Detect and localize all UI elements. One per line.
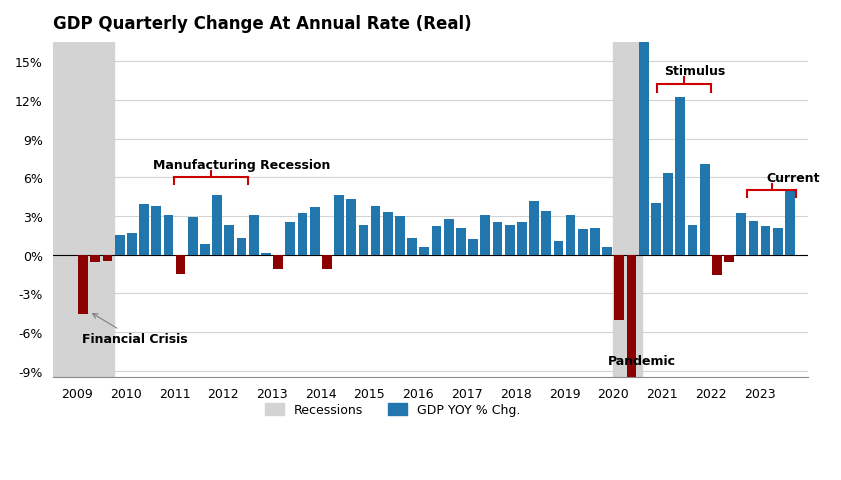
Bar: [309, 207, 320, 255]
Bar: [785, 192, 795, 255]
Bar: [664, 174, 673, 255]
Bar: [358, 226, 368, 255]
Bar: [602, 247, 612, 255]
Bar: [529, 201, 539, 255]
Text: Stimulus: Stimulus: [664, 65, 726, 78]
Bar: [615, 255, 624, 321]
Bar: [407, 239, 417, 255]
Bar: [493, 223, 502, 255]
Bar: [371, 206, 380, 255]
Bar: [675, 98, 685, 255]
Bar: [163, 215, 173, 255]
Bar: [712, 255, 722, 276]
Bar: [225, 226, 234, 255]
Bar: [627, 255, 637, 480]
Bar: [578, 229, 588, 255]
Bar: [103, 255, 113, 262]
Bar: [212, 196, 222, 255]
Bar: [176, 255, 186, 275]
Bar: [261, 254, 271, 255]
Bar: [688, 226, 697, 255]
Bar: [395, 216, 405, 255]
Bar: [773, 228, 783, 255]
Bar: [444, 219, 453, 255]
Bar: [761, 227, 770, 255]
Bar: [90, 255, 100, 263]
Bar: [700, 165, 710, 255]
Bar: [346, 200, 356, 255]
Text: Financial Crisis: Financial Crisis: [82, 314, 188, 346]
Bar: [456, 228, 466, 255]
Text: Pandemic: Pandemic: [608, 355, 676, 368]
Bar: [249, 215, 258, 255]
Bar: [53, 43, 114, 377]
Bar: [613, 43, 643, 377]
Bar: [298, 214, 307, 255]
Text: Current: Current: [767, 172, 820, 185]
Bar: [139, 205, 149, 255]
Bar: [383, 213, 393, 255]
Bar: [748, 222, 759, 255]
Bar: [322, 255, 331, 269]
Bar: [566, 215, 575, 255]
Bar: [200, 245, 209, 255]
Bar: [639, 0, 648, 255]
Bar: [273, 255, 283, 269]
Bar: [127, 233, 137, 255]
Bar: [505, 226, 515, 255]
Text: Manufacturing Recession: Manufacturing Recession: [152, 159, 330, 172]
Bar: [542, 211, 551, 255]
Bar: [334, 196, 344, 255]
Bar: [78, 255, 88, 314]
Bar: [420, 247, 429, 255]
Bar: [114, 236, 124, 255]
Bar: [285, 223, 295, 255]
Bar: [431, 227, 442, 255]
Bar: [737, 214, 746, 255]
Bar: [517, 223, 526, 255]
Bar: [553, 241, 563, 255]
Bar: [151, 206, 161, 255]
Legend: Recessions, GDP YOY % Chg.: Recessions, GDP YOY % Chg.: [260, 398, 525, 421]
Bar: [468, 240, 478, 255]
Bar: [480, 215, 490, 255]
Bar: [590, 228, 600, 255]
Text: GDP Quarterly Change At Annual Rate (Real): GDP Quarterly Change At Annual Rate (Rea…: [53, 15, 471, 33]
Bar: [651, 204, 661, 255]
Bar: [724, 255, 734, 263]
Bar: [236, 239, 246, 255]
Bar: [188, 218, 198, 255]
